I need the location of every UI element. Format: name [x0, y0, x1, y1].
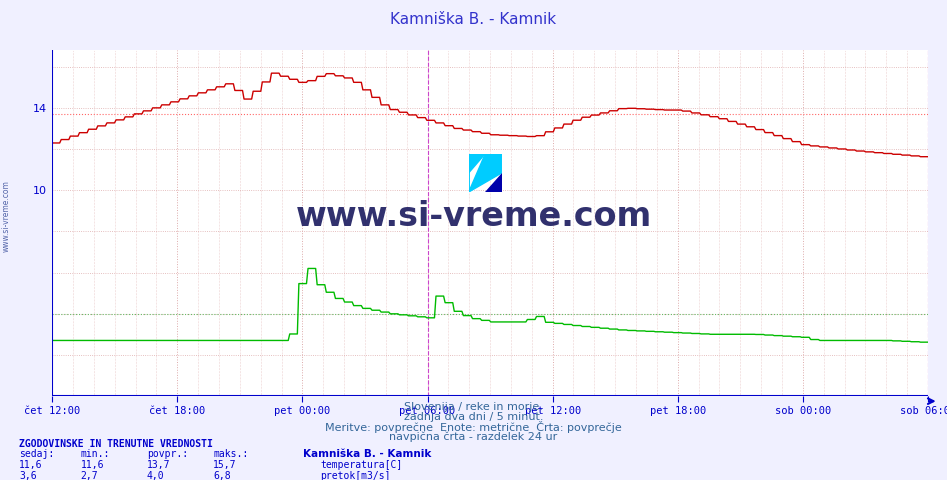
- Polygon shape: [469, 154, 486, 192]
- Text: min.:: min.:: [80, 449, 110, 459]
- Text: temperatura[C]: temperatura[C]: [320, 460, 402, 470]
- Text: www.si-vreme.com: www.si-vreme.com: [295, 200, 652, 232]
- Text: 13,7: 13,7: [147, 460, 170, 470]
- Text: 4,0: 4,0: [147, 471, 165, 480]
- Polygon shape: [486, 173, 502, 192]
- Text: Slovenija / reke in morje.: Slovenija / reke in morje.: [404, 402, 543, 412]
- Text: 3,6: 3,6: [19, 471, 37, 480]
- Text: 15,7: 15,7: [213, 460, 237, 470]
- Text: Kamniška B. - Kamnik: Kamniška B. - Kamnik: [390, 12, 557, 27]
- Text: Kamniška B. - Kamnik: Kamniška B. - Kamnik: [303, 449, 432, 459]
- Text: sedaj:: sedaj:: [19, 449, 54, 459]
- Text: 11,6: 11,6: [80, 460, 104, 470]
- Polygon shape: [469, 154, 502, 192]
- Text: maks.:: maks.:: [213, 449, 248, 459]
- Text: navpična črta - razdelek 24 ur: navpična črta - razdelek 24 ur: [389, 431, 558, 442]
- Text: 11,6: 11,6: [19, 460, 43, 470]
- Text: ZGODOVINSKE IN TRENUTNE VREDNOSTI: ZGODOVINSKE IN TRENUTNE VREDNOSTI: [19, 439, 213, 449]
- Text: www.si-vreme.com: www.si-vreme.com: [2, 180, 11, 252]
- Text: zadnja dva dni / 5 minut.: zadnja dva dni / 5 minut.: [403, 412, 544, 422]
- Text: povpr.:: povpr.:: [147, 449, 188, 459]
- Text: 2,7: 2,7: [80, 471, 98, 480]
- Text: Meritve: povprečne  Enote: metrične  Črta: povprečje: Meritve: povprečne Enote: metrične Črta:…: [325, 421, 622, 433]
- Text: pretok[m3/s]: pretok[m3/s]: [320, 471, 390, 480]
- Text: 6,8: 6,8: [213, 471, 231, 480]
